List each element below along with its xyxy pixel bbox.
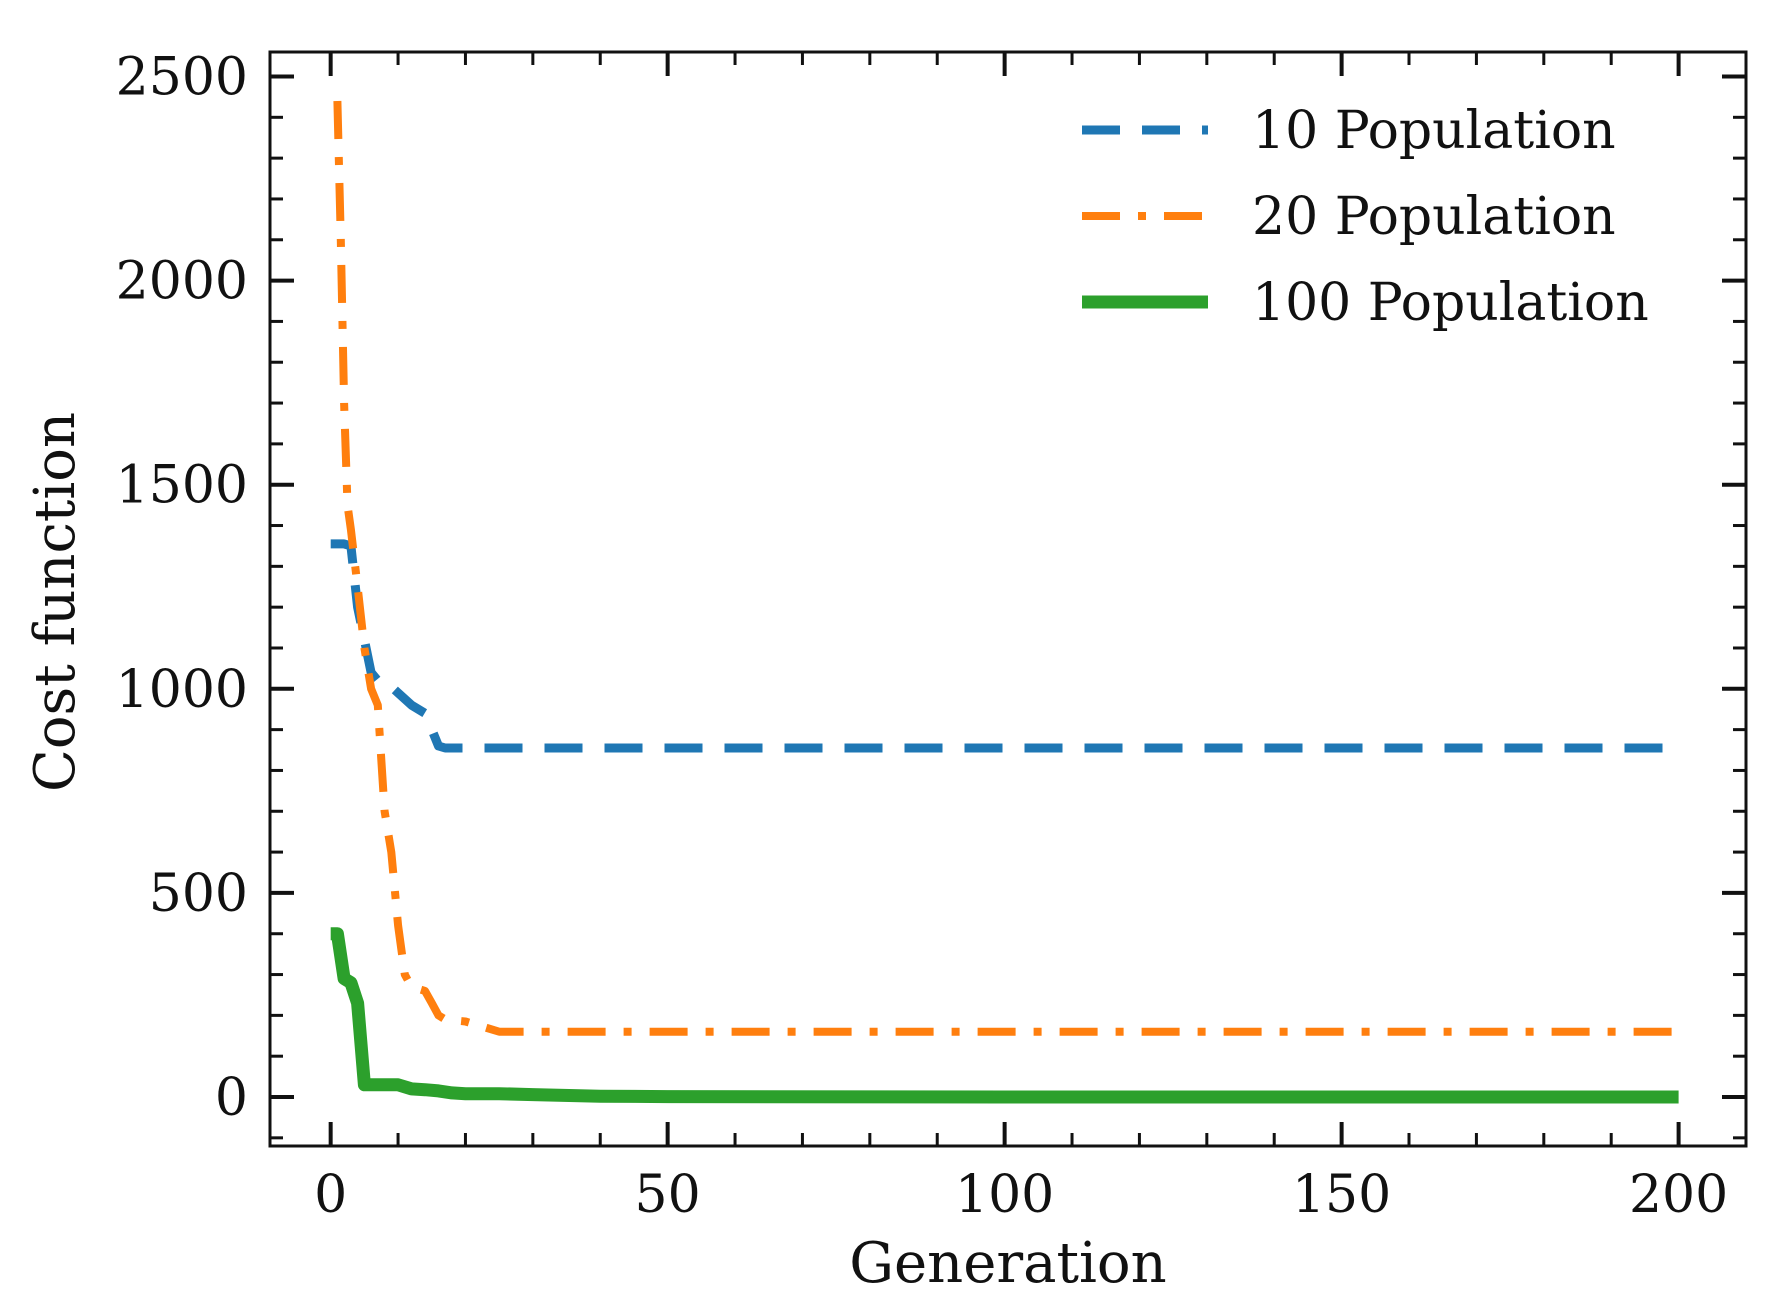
x-tick-label: 150 [1292, 1165, 1391, 1225]
y-tick-label: 2000 [116, 252, 248, 312]
y-tick-label: 0 [215, 1068, 248, 1128]
plot-area [330, 100, 1679, 1104]
series-line-100-population [330, 927, 1679, 1104]
x-tick-label: 200 [1629, 1165, 1728, 1225]
plot-frame [268, 50, 1748, 1148]
y-tick-label: 2500 [116, 47, 248, 107]
series-line-20-population [333, 100, 1679, 1036]
y-axis-label: Cost function [23, 412, 88, 792]
legend-label: 100 Population [1252, 273, 1649, 333]
x-tick-label: 50 [635, 1165, 701, 1225]
series-line-10-population [330, 539, 1679, 753]
legend: 10 Population 20 Population 100 Population [1082, 101, 1649, 333]
legend-label: 20 Population [1252, 187, 1616, 247]
x-tick-label: 0 [314, 1165, 347, 1225]
y-tick-label: 1500 [116, 456, 248, 516]
y-tick-label: 500 [149, 864, 248, 924]
x-axis-label: Generation [849, 1231, 1166, 1296]
y-tick-label: 1000 [116, 660, 248, 720]
legend-label: 10 Population [1252, 101, 1616, 161]
x-tick-label: 100 [955, 1165, 1054, 1225]
